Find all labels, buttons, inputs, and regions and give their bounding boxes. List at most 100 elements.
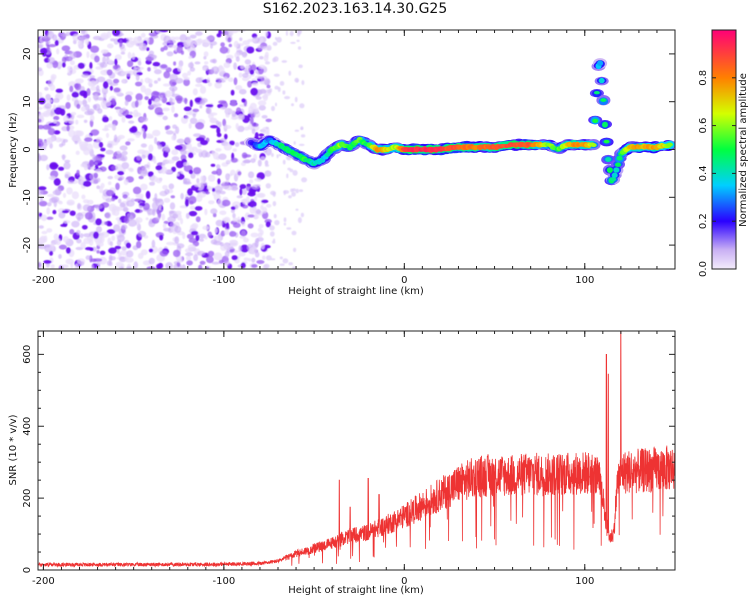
noise-blob <box>38 112 48 117</box>
noise-blob <box>298 189 304 193</box>
noise-blob <box>103 49 109 53</box>
noise-blob <box>212 187 216 192</box>
noise-blob <box>202 67 209 71</box>
noise-blob <box>48 122 57 127</box>
ridge-blob <box>590 143 597 148</box>
noise-blob <box>147 171 154 176</box>
noise-blob <box>84 212 93 220</box>
noise-blob <box>198 233 207 239</box>
noise-blob <box>154 193 158 201</box>
noise-blob <box>273 56 279 62</box>
noise-blob <box>289 30 294 37</box>
noise-blob <box>139 116 149 122</box>
noise-blob <box>201 150 208 158</box>
noise-blob <box>285 30 288 36</box>
noise-blob <box>193 254 199 262</box>
noise-blob <box>114 106 122 110</box>
colorbar-tick-label: 0.6 <box>698 118 709 134</box>
noise-blob <box>282 90 286 95</box>
noise-blob <box>272 240 276 244</box>
noise-blob <box>66 199 75 206</box>
noise-blob <box>282 159 286 165</box>
noise-blob <box>141 32 146 38</box>
noise-blob <box>296 39 300 43</box>
noise-blob <box>156 263 162 269</box>
noise-blob <box>103 100 112 107</box>
noise-blob <box>292 266 296 269</box>
noise-blob <box>224 260 231 266</box>
noise-blob <box>221 199 231 207</box>
noise-blob <box>89 61 93 70</box>
noise-blob <box>191 223 199 229</box>
noise-blob <box>257 45 264 51</box>
noise-blob <box>119 250 129 256</box>
noise-blob <box>210 239 218 245</box>
noise-blob <box>69 229 75 235</box>
noise-blob <box>64 174 69 179</box>
noise-blob <box>199 260 206 265</box>
noise-blob <box>133 261 138 269</box>
noise-blob <box>69 85 74 93</box>
noise-blob <box>76 114 85 119</box>
noise-blob <box>190 172 196 179</box>
colorbar-gradient <box>711 29 737 270</box>
noise-blob <box>275 102 277 107</box>
noise-blob <box>187 70 192 76</box>
noise-blob <box>152 208 156 216</box>
noise-blob <box>90 129 100 136</box>
noise-blob <box>50 196 60 203</box>
noise-blob <box>249 200 257 208</box>
noise-blob <box>159 191 167 196</box>
noise-blob <box>215 219 224 227</box>
noise-blob <box>254 196 258 202</box>
noise-blob <box>176 243 185 249</box>
noise-blob <box>248 187 256 195</box>
noise-blob <box>242 204 249 209</box>
noise-blob <box>241 221 246 227</box>
noise-blob <box>138 175 144 180</box>
x-tick-label: -200 <box>32 275 55 286</box>
noise-blob <box>159 250 169 257</box>
noise-blob <box>216 182 222 187</box>
noise-blob <box>171 87 175 96</box>
noise-blob <box>194 61 201 65</box>
y-tick-label: -10 <box>22 189 33 205</box>
noise-blob <box>69 210 76 216</box>
noise-blob <box>239 88 247 95</box>
noise-blob <box>300 212 304 218</box>
noise-blob <box>279 81 285 86</box>
noise-blob <box>122 107 126 112</box>
noise-blob <box>185 39 195 46</box>
noise-blob <box>96 97 105 101</box>
noise-blob <box>99 256 107 265</box>
noise-blob <box>230 209 235 213</box>
colorbar-label: Normalized spectral amplitude <box>738 73 749 227</box>
noise-blob <box>162 107 170 112</box>
noise-blob <box>225 222 230 229</box>
noise-blob <box>151 239 156 248</box>
noise-blob <box>81 194 86 200</box>
noise-blob <box>211 261 220 265</box>
noise-blob <box>180 192 184 200</box>
noise-blob <box>77 202 81 210</box>
noise-blob <box>139 205 143 209</box>
noise-blob <box>213 252 223 261</box>
noise-blob <box>116 153 125 161</box>
noise-blob <box>236 195 243 199</box>
ridge-blob <box>592 118 599 123</box>
noise-blob <box>173 113 179 118</box>
noise-blob <box>195 77 203 84</box>
noise-blob <box>93 172 99 179</box>
noise-blob <box>92 154 96 162</box>
noise-blob <box>141 154 146 159</box>
noise-blob <box>116 109 124 114</box>
noise-blob <box>298 143 305 146</box>
noise-blob <box>266 45 272 51</box>
noise-blob <box>175 160 184 169</box>
noise-blob <box>276 154 279 159</box>
noise-blob <box>39 154 48 162</box>
noise-blob <box>76 103 81 109</box>
noise-blob <box>97 177 101 183</box>
noise-blob <box>232 148 237 152</box>
noise-blob <box>66 94 71 101</box>
